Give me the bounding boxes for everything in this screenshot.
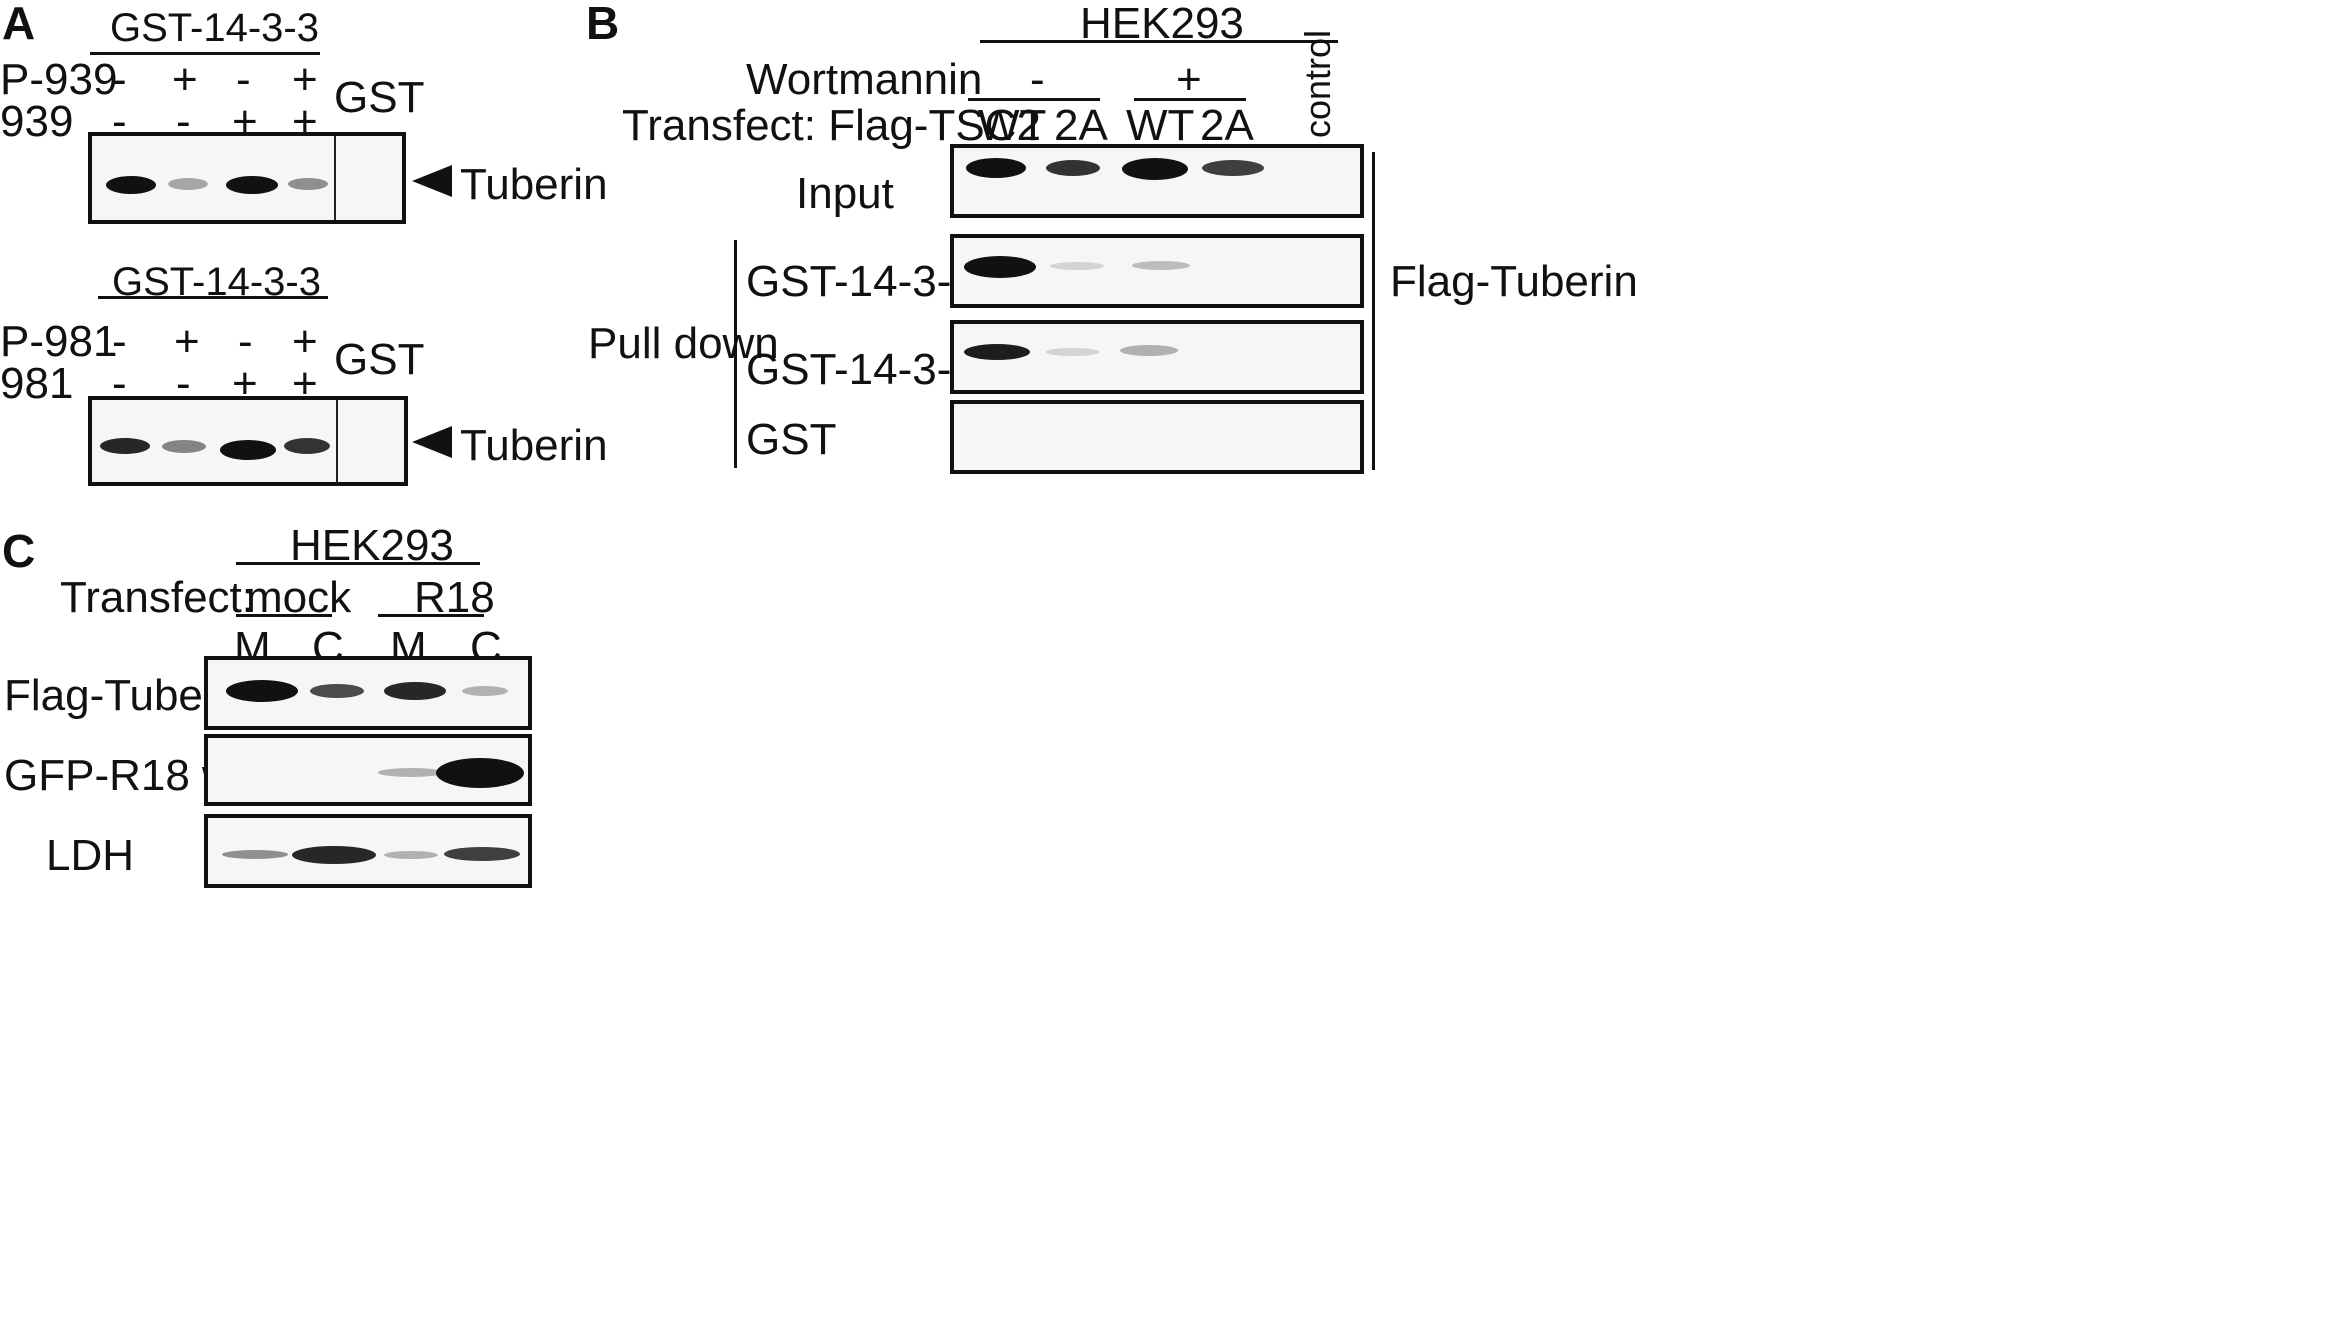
panel-b-wortmannin-plus-line bbox=[1134, 98, 1246, 101]
panel-b-cell-line: HEK293 bbox=[1080, 0, 1244, 48]
band-c-flag-3 bbox=[384, 682, 446, 700]
panel-a-top-group-line bbox=[90, 52, 320, 55]
sign-a-bot-r1-2: + bbox=[174, 317, 200, 366]
panel-c-cell-line-bar bbox=[236, 562, 480, 565]
panel-c-flag-blot bbox=[204, 656, 532, 730]
panel-c-row-ldh-label: LDH bbox=[46, 831, 135, 880]
panel-b-right-label: Flag-Tuberin bbox=[1390, 257, 1638, 306]
band-b-epsilon-2 bbox=[1046, 348, 1100, 356]
band-a-top-3 bbox=[226, 176, 278, 194]
sign-a-bot-r2-1: - bbox=[112, 359, 127, 408]
panel-a-top-row1-label: P-939 bbox=[0, 55, 118, 104]
panel-b-lane-3: WT bbox=[1126, 101, 1195, 150]
sign-a-top-r1-1: - bbox=[112, 55, 127, 104]
band-b-zeta-2 bbox=[1050, 262, 1104, 270]
panel-b-wortmannin-minus-line bbox=[968, 98, 1100, 101]
panel-b-cell-line-bar bbox=[980, 40, 1338, 43]
band-b-epsilon-3 bbox=[1120, 345, 1178, 356]
panel-b-epsilon-blot bbox=[950, 320, 1364, 394]
panel-a-top-band-label: Tuberin bbox=[460, 160, 608, 209]
panel-b-control-label: control bbox=[1297, 29, 1338, 138]
panel-b-pulldown-bracket bbox=[734, 240, 737, 468]
panel-b-wortmannin-plus: + bbox=[1176, 55, 1202, 104]
band-b-zeta-1 bbox=[964, 256, 1036, 278]
band-c-gfp-3 bbox=[378, 768, 444, 777]
panel-a-bottom-row1-label: P-981 bbox=[0, 317, 118, 366]
panel-b-zeta-blot bbox=[950, 234, 1364, 308]
panel-c-cell-line: HEK293 bbox=[290, 521, 454, 570]
sign-a-bot-r1-4: + bbox=[292, 317, 318, 366]
sign-a-top-r1-2: + bbox=[172, 55, 198, 104]
panel-a-bottom-gst-label: GST bbox=[334, 335, 425, 384]
band-c-ldh-1 bbox=[222, 850, 288, 859]
panel-c-gfp-blot bbox=[204, 734, 532, 806]
sign-a-bot-r2-2: - bbox=[176, 359, 191, 408]
panel-c-transfect-label: Transfect: bbox=[60, 573, 254, 622]
panel-c-group-mock: mock bbox=[246, 573, 352, 622]
panel-a-bottom-group-label: GST-14-3-3 bbox=[112, 260, 321, 304]
band-a-bot-1 bbox=[100, 438, 150, 454]
band-c-ldh-4 bbox=[444, 847, 520, 861]
panel-b-pulldown-label: Pull down bbox=[588, 319, 779, 368]
panel-a-top-arrow-icon bbox=[412, 165, 452, 197]
band-b-zeta-3 bbox=[1132, 261, 1190, 270]
band-c-flag-4 bbox=[462, 686, 508, 696]
band-c-ldh-2 bbox=[292, 846, 376, 864]
band-b-input-4 bbox=[1202, 160, 1264, 176]
panel-b-input-blot bbox=[950, 144, 1364, 218]
panel-b-lane-2: 2A bbox=[1054, 101, 1108, 150]
sign-a-top-r1-3: - bbox=[236, 55, 251, 104]
panel-c-letter: C bbox=[2, 525, 36, 577]
panel-c-ldh-blot bbox=[204, 814, 532, 888]
panel-b-lane-1: WT bbox=[978, 101, 1047, 150]
panel-a-top-group-label: GST-14-3-3 bbox=[110, 6, 319, 50]
band-a-bot-4 bbox=[284, 438, 330, 454]
panel-a-top-row2-label: 939 bbox=[0, 97, 74, 146]
band-a-bot-3 bbox=[220, 440, 276, 460]
panel-a-top-blot bbox=[88, 132, 406, 224]
band-a-top-1 bbox=[106, 176, 156, 194]
band-a-top-4 bbox=[288, 178, 328, 190]
panel-a-bottom-arrow-icon bbox=[412, 426, 452, 458]
band-a-bot-2 bbox=[162, 440, 206, 453]
band-b-input-1 bbox=[966, 158, 1026, 178]
panel-b-letter: B bbox=[586, 0, 620, 49]
panel-b-gst-blot bbox=[950, 400, 1364, 474]
band-b-input-3 bbox=[1122, 158, 1188, 180]
panel-a-bottom-band-label: Tuberin bbox=[460, 421, 608, 470]
panel-a-bottom-divider bbox=[336, 400, 338, 482]
band-b-input-2 bbox=[1046, 160, 1100, 176]
panel-b-input-label: Input bbox=[796, 169, 894, 218]
panel-b-transfect-label: Transfect: Flag-TSC2 bbox=[622, 101, 1041, 150]
panel-b-lane-4: 2A bbox=[1200, 101, 1254, 150]
panel-a-bottom-row2-label: 981 bbox=[0, 359, 74, 408]
band-a-top-2 bbox=[168, 178, 208, 190]
sign-a-top-r1-4: + bbox=[292, 55, 318, 104]
panel-a-bottom-group-line bbox=[98, 296, 328, 299]
panel-a-top-divider bbox=[334, 136, 336, 220]
panel-a-top-gst-label: GST bbox=[334, 73, 425, 122]
panel-b-wortmannin-minus: - bbox=[1030, 55, 1045, 104]
band-c-gfp-4 bbox=[436, 758, 524, 788]
band-c-flag-1 bbox=[226, 680, 298, 702]
panel-c-mock-line bbox=[236, 614, 332, 617]
band-c-ldh-3 bbox=[384, 851, 438, 859]
band-c-flag-2 bbox=[310, 684, 364, 698]
panel-c-r18-line bbox=[378, 614, 484, 617]
panel-a-letter: A bbox=[2, 0, 36, 49]
band-b-epsilon-1 bbox=[964, 344, 1030, 360]
panel-b-right-bracket bbox=[1372, 152, 1375, 470]
sign-a-bot-r1-1: - bbox=[112, 317, 127, 366]
panel-a-bottom-blot bbox=[88, 396, 408, 486]
panel-b-row-gst-label: GST bbox=[746, 415, 837, 464]
panel-c-group-r18: R18 bbox=[414, 573, 495, 622]
sign-a-bot-r1-3: - bbox=[238, 317, 253, 366]
panel-b-wortmannin-label: Wortmannin bbox=[746, 55, 983, 104]
